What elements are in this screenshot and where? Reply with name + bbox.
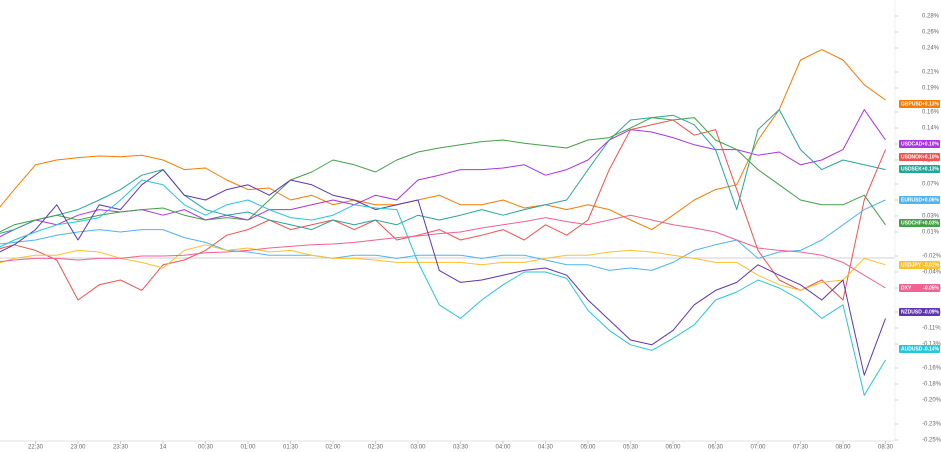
last-value-label: +0.13% <box>922 101 940 107</box>
series-badge: USDJPY -0.01% <box>899 261 940 269</box>
y-tick-label: 0.24% <box>922 46 940 52</box>
series-line <box>0 169 886 376</box>
x-tick-label: 02:30 <box>368 445 384 451</box>
x-tick-label: 05:00 <box>580 445 596 451</box>
series-badge: EURUSD +0.06% <box>899 196 940 204</box>
badge-bg <box>899 153 940 161</box>
y-tick-label: -0.25% <box>922 438 941 444</box>
x-tick-label: 00:30 <box>198 445 214 451</box>
series-badge: USDSEK +0.13% <box>899 165 940 173</box>
y-tick-label: -0.16% <box>922 366 941 372</box>
legend-label: EURUSD <box>901 197 923 203</box>
y-tick-label: -0.20% <box>922 398 941 404</box>
legend-label: USDCAD <box>901 141 923 147</box>
series-badge: AUDUSD -0.14% <box>899 345 940 353</box>
y-tick-label: -0.04% <box>922 270 941 276</box>
y-tick-label: -0.02% <box>922 254 941 260</box>
legend-label: USDNOK <box>901 154 923 160</box>
last-value-label: +0.10% <box>922 141 940 147</box>
last-value-label: +0.13% <box>922 166 940 172</box>
y-tick-label: -0.23% <box>922 422 941 428</box>
x-tick-label: 08:30 <box>878 445 894 451</box>
last-value-label: -0.05% <box>923 285 939 291</box>
badge-bg <box>899 284 940 292</box>
badge-bg <box>899 165 940 173</box>
x-tick-label: 22:30 <box>28 445 44 451</box>
series-line <box>0 119 886 301</box>
x-tick-label: 01:00 <box>240 445 256 451</box>
series-badge: NZDUSD -0.09% <box>899 308 940 316</box>
x-tick-label: 02:00 <box>325 445 341 451</box>
x-tick-label: 06:00 <box>665 445 681 451</box>
y-tick-label: 0.19% <box>922 86 940 92</box>
y-tick-label: 0.21% <box>922 70 940 76</box>
badge-bg <box>899 196 940 204</box>
series-badge: USDCAD +0.10% <box>899 140 940 148</box>
series-line <box>0 117 886 233</box>
legend-label: USDJPY <box>901 262 922 268</box>
badge-bg <box>899 219 940 227</box>
y-tick-label: 0.07% <box>922 182 940 188</box>
legend-label: NZDUSD <box>901 309 922 315</box>
y-tick-label: 0.26% <box>922 30 940 36</box>
x-tick-label: 23:00 <box>70 445 86 451</box>
badge-bg <box>899 308 940 316</box>
series-line <box>0 244 886 291</box>
y-tick-label: -0.11% <box>922 326 941 332</box>
last-value-label: -0.09% <box>923 309 939 315</box>
x-tick-label: 04:30 <box>538 445 554 451</box>
series-line <box>0 179 886 396</box>
series-line <box>0 214 886 289</box>
series-badge: DXY -0.05% <box>899 284 940 292</box>
badge-bg <box>899 345 940 353</box>
x-tick-label: 01:30 <box>283 445 299 451</box>
badge-bg <box>899 261 940 269</box>
y-tick-label: 0.16% <box>922 110 940 116</box>
x-tick-label: 23:30 <box>113 445 129 451</box>
legend-label: DXY <box>901 285 912 291</box>
series-badge: GBPUSD +0.13% <box>899 100 940 108</box>
x-tick-label: 07:00 <box>750 445 766 451</box>
x-tick-label: 14 <box>160 445 167 451</box>
series-badge: USDCHF +0.03% <box>899 219 940 227</box>
y-tick-label: -0.18% <box>922 382 941 388</box>
last-value-label: +0.03% <box>922 220 940 226</box>
x-tick-label: 07:30 <box>793 445 809 451</box>
y-tick-label: 0.03% <box>922 214 940 220</box>
series-line <box>0 49 886 231</box>
last-value-label: -0.01% <box>923 262 939 268</box>
legend-label: GBPUSD <box>901 101 923 107</box>
x-tick-label: 03:00 <box>410 445 426 451</box>
y-tick-label: -0.13% <box>922 342 941 348</box>
x-tick-label: 04:00 <box>495 445 511 451</box>
series-line <box>0 109 886 234</box>
y-tick-label: 0.01% <box>922 230 940 236</box>
legend-label: USDCHF <box>901 220 922 226</box>
x-tick-label: 08:00 <box>835 445 851 451</box>
badge-bg <box>899 140 940 148</box>
legend-label: AUDUSD <box>901 346 923 352</box>
series-line <box>0 109 886 238</box>
badge-bg <box>899 100 940 108</box>
x-tick-label: 03:30 <box>453 445 469 451</box>
series-badge: USDNOK +0.10% <box>899 153 940 161</box>
x-tick-label: 06:30 <box>708 445 724 451</box>
last-value-label: -0.14% <box>923 346 939 352</box>
last-value-label: +0.10% <box>922 154 940 160</box>
y-tick-label: 0.28% <box>922 14 940 20</box>
y-tick-label: 0.14% <box>922 126 940 132</box>
x-tick-label: 05:30 <box>623 445 639 451</box>
last-value-label: +0.06% <box>922 197 940 203</box>
legend-label: USDSEK <box>901 166 922 172</box>
